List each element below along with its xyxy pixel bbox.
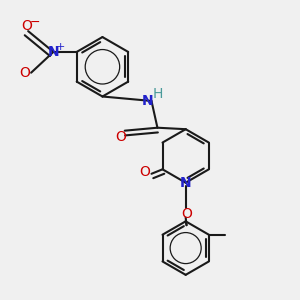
Text: O: O [140,165,150,179]
Text: N: N [180,176,191,190]
Text: +: + [56,42,65,52]
Text: O: O [20,66,31,80]
Text: H: H [153,87,163,101]
Text: O: O [116,130,127,144]
Text: N: N [142,94,153,108]
Text: O: O [182,208,193,221]
Text: −: − [29,16,40,29]
Text: O: O [21,19,32,33]
Text: N: N [48,45,59,59]
